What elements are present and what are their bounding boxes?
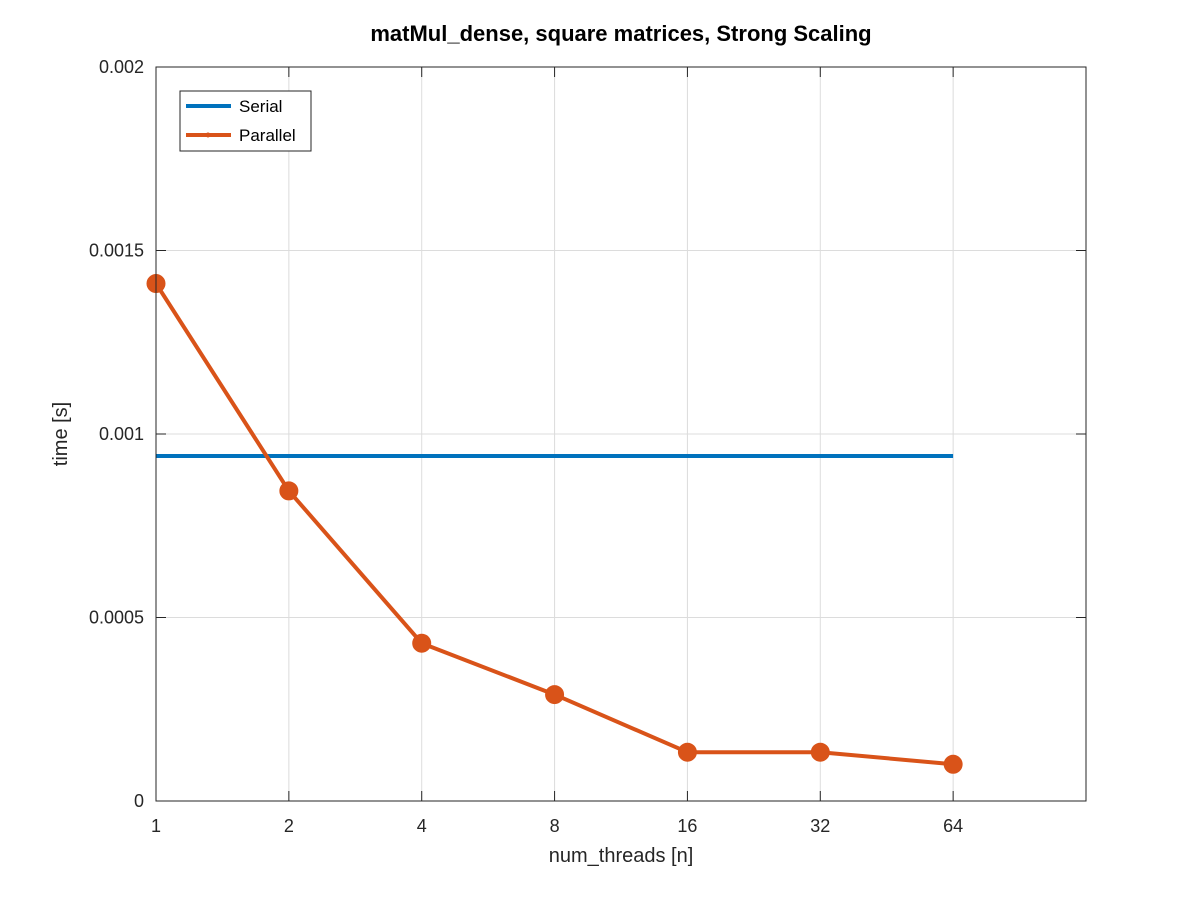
axis-tick-labels: 1 2 4 8 16 32 64 0 0.0005 0.001 0.0015 0.002 [89, 57, 963, 836]
data-point-parallel [810, 742, 830, 762]
x-tick-label: 2 [284, 816, 294, 836]
legend-marker-parallel [205, 132, 211, 138]
y-tick-label: 0.0005 [89, 608, 144, 628]
x-tick-label: 8 [550, 816, 560, 836]
data-point-parallel [677, 742, 697, 762]
y-tick-label: 0.001 [99, 424, 144, 444]
x-tick-label: 32 [810, 816, 830, 836]
y-tick-label: 0.002 [99, 57, 144, 77]
chart-title: matMul_dense, square matrices, Strong Sc… [370, 21, 871, 46]
legend: Serial Parallel [179, 90, 312, 152]
data-point-parallel [412, 633, 432, 653]
legend-box [179, 90, 312, 152]
legend-label-serial: Serial [239, 97, 282, 116]
y-tick-label: 0 [134, 791, 144, 811]
x-tick-label: 4 [417, 816, 427, 836]
y-tick-label: 0.0015 [89, 241, 144, 261]
data-point-parallel [545, 685, 565, 705]
y-axis-label: time [s] [50, 402, 72, 466]
data-point-parallel [279, 481, 299, 501]
legend-label-parallel: Parallel [239, 126, 296, 145]
data-point-parallel [943, 754, 963, 774]
x-tick-label: 1 [151, 816, 161, 836]
x-tick-label: 16 [677, 816, 697, 836]
axis-ticks [155, 66, 1086, 802]
x-axis-label: num_threads [n] [549, 845, 694, 867]
x-tick-label: 64 [943, 816, 963, 836]
